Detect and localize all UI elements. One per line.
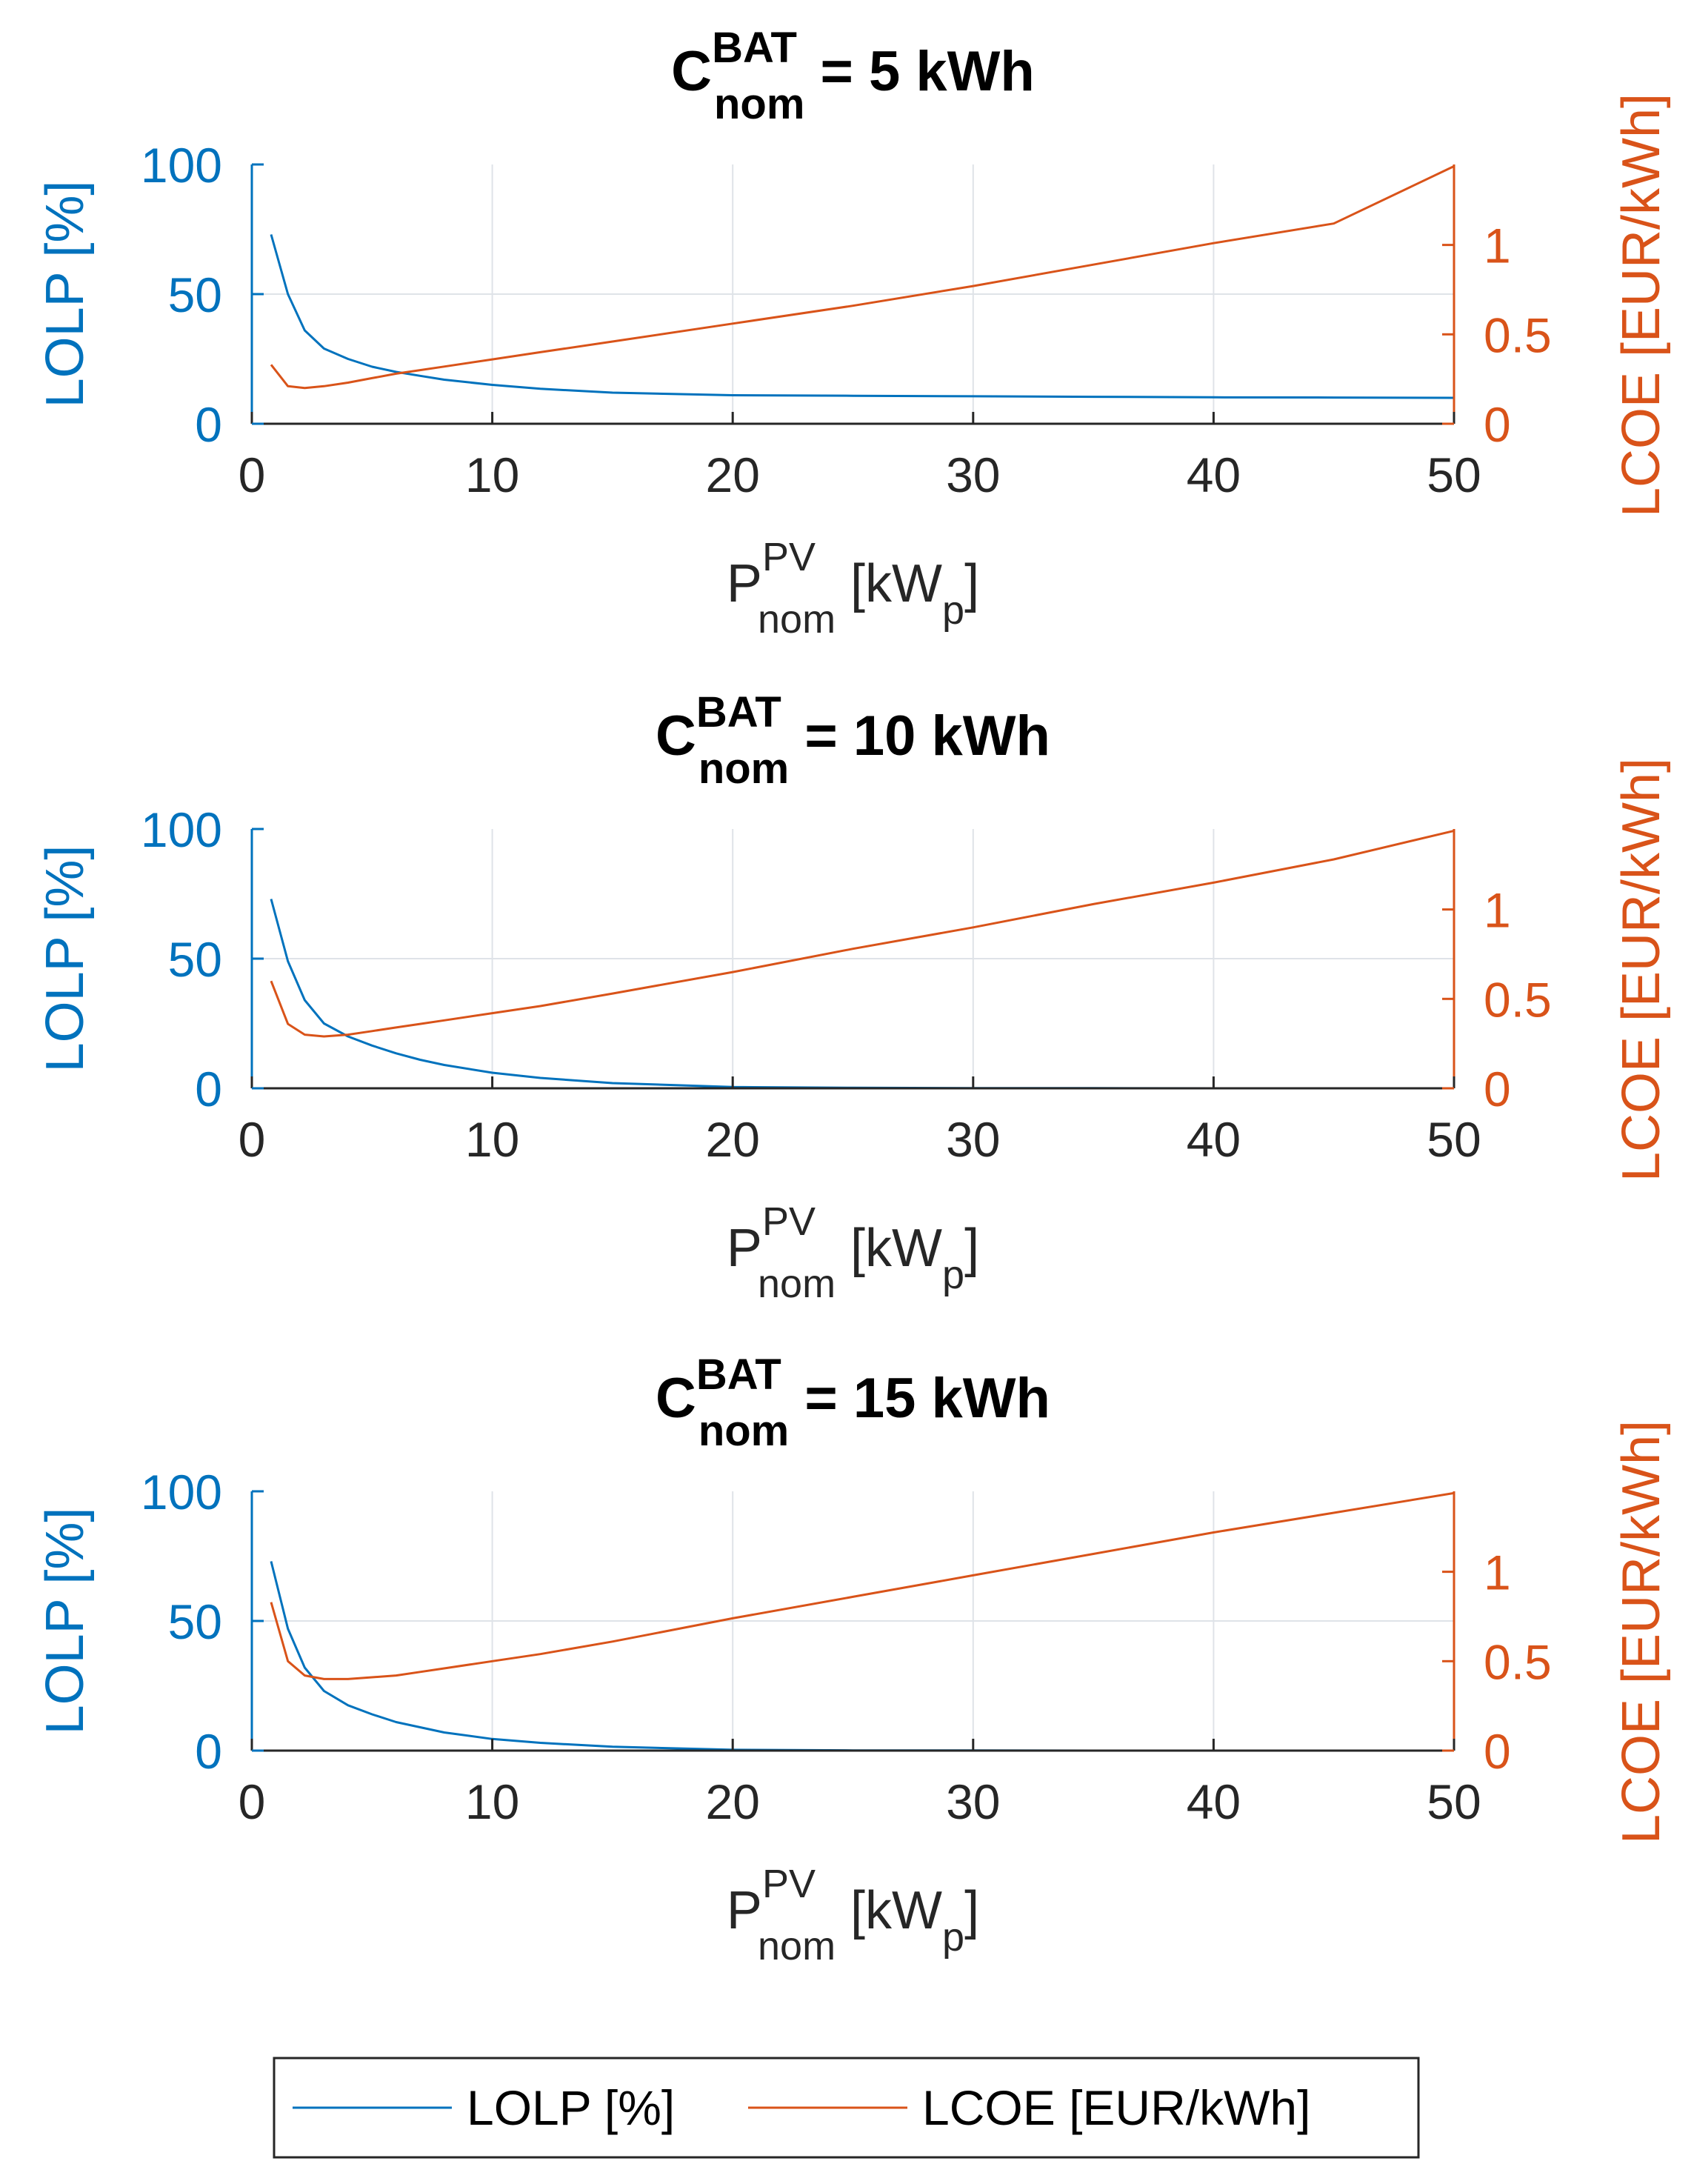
y-right-tick-label: 1 [1484,219,1511,273]
y-left-tick-label: 0 [195,1724,222,1779]
x-tick-label: 0 [239,447,266,502]
x-label-base: P [727,1881,762,1940]
y-right-tick-label: 0.5 [1484,972,1552,1027]
x-label-base: P [727,1219,762,1278]
title-prefix: C [656,1367,696,1430]
y-right-tick-label: 1 [1484,1545,1511,1600]
x-axis-label: PPV nom [kWp] [727,1199,979,1306]
title-prefix: C [656,705,696,768]
y-right-tick-label: 0.5 [1484,307,1552,362]
x-tick-label: 0 [239,1112,266,1167]
x-label-unit-sub: p [942,588,964,633]
y-axis-left-label: LOLP [%] [36,845,95,1073]
x-label-sub: nom [758,1262,836,1306]
subplot-title: CBAT nom = 15 kWh [656,1351,1050,1455]
y-axis-right-label: LCOE [EUR/kWh] [1612,93,1671,517]
y-left-tick-label: 100 [141,1465,222,1519]
title-rest: = 15 kWh [789,1367,1050,1430]
x-label-unit: [kW [836,1881,942,1940]
x-tick-label: 40 [1187,1774,1241,1829]
x-tick-label: 50 [1427,447,1481,502]
x-tick-label: 40 [1187,1112,1241,1167]
subplot-title: CBAT nom = 10 kWh [656,688,1050,793]
x-tick-label: 30 [946,1112,1000,1167]
y-axis-left-label: LOLP [%] [36,1508,95,1735]
x-tick-label: 20 [705,447,759,502]
title-prefix: C [671,40,712,103]
y-right-tick-label: 0.5 [1484,1634,1552,1689]
y-left-tick-label: 50 [168,932,222,987]
x-label-sup: PV [762,1199,816,1244]
subplot-title: CBAT nom = 5 kWh [671,24,1035,128]
title-rest: = 10 kWh [789,705,1050,768]
y-left-tick-label: 50 [168,267,222,322]
x-tick-label: 10 [465,1112,519,1167]
y-right-tick-label: 0 [1484,1724,1511,1779]
x-tick-label: 30 [946,1774,1000,1829]
x-label-sub: nom [758,1924,836,1968]
x-tick-label: 10 [465,1774,519,1829]
x-tick-label: 50 [1427,1774,1481,1829]
legend-label-lolp: LOLP [%] [467,2080,675,2135]
title-sup: BAT [696,1351,781,1399]
y-left-tick-label: 0 [195,1062,222,1116]
x-axis-label: PPV nom [kWp] [727,1862,979,1968]
x-tick-label: 50 [1427,1112,1481,1167]
x-tick-label: 40 [1187,447,1241,502]
y-right-tick-label: 0 [1484,397,1511,452]
x-axis-label: PPV nom [kWp] [727,535,979,642]
series-line-lolp [270,1561,1454,1752]
y-axis-left-label: LOLP [%] [36,181,95,408]
y-left-tick-label: 0 [195,397,222,452]
x-tick-label: 10 [465,447,519,502]
y-right-tick-label: 1 [1484,883,1511,938]
x-tick-label: 30 [946,447,1000,502]
title-sup: BAT [696,688,781,736]
x-tick-label: 20 [705,1774,759,1829]
x-label-unit-close: ] [964,554,979,613]
y-axis-right-label: LCOE [EUR/kWh] [1612,1420,1671,1844]
title-sup: BAT [712,24,797,72]
x-label-sup: PV [762,535,816,579]
x-label-unit-close: ] [964,1219,979,1278]
title-sub: nom [698,745,789,793]
series-line-lcoe [270,1491,1455,1680]
y-left-tick-label: 100 [141,802,222,857]
x-tick-label: 0 [239,1774,266,1829]
y-right-tick-label: 0 [1484,1062,1511,1116]
legend: LOLP [%] LCOE [EUR/kWh] [273,2057,1420,2159]
y-left-tick-label: 100 [141,138,222,193]
x-label-unit-close: ] [964,1881,979,1940]
x-label-sup: PV [762,1862,816,1906]
series-line-lolp [270,899,1454,1090]
title-sub: nom [698,1407,789,1455]
x-label-base: P [727,554,762,613]
y-left-tick-label: 50 [168,1594,222,1649]
title-rest: = 5 kWh [804,40,1034,103]
series-line-lcoe [270,829,1455,1038]
x-label-sub: nom [758,597,836,642]
legend-label-lcoe: LCOE [EUR/kWh] [922,2080,1310,2135]
x-label-unit: [kW [836,1219,942,1278]
series-line-lcoe [270,165,1455,390]
x-label-unit-sub: p [942,1253,964,1297]
x-tick-label: 20 [705,1112,759,1167]
y-axis-right-label: LCOE [EUR/kWh] [1612,758,1671,1182]
x-label-unit-sub: p [942,1915,964,1960]
x-label-unit: [kW [836,554,942,613]
title-sub: nom [714,80,804,128]
series-line-lolp [270,234,1455,399]
